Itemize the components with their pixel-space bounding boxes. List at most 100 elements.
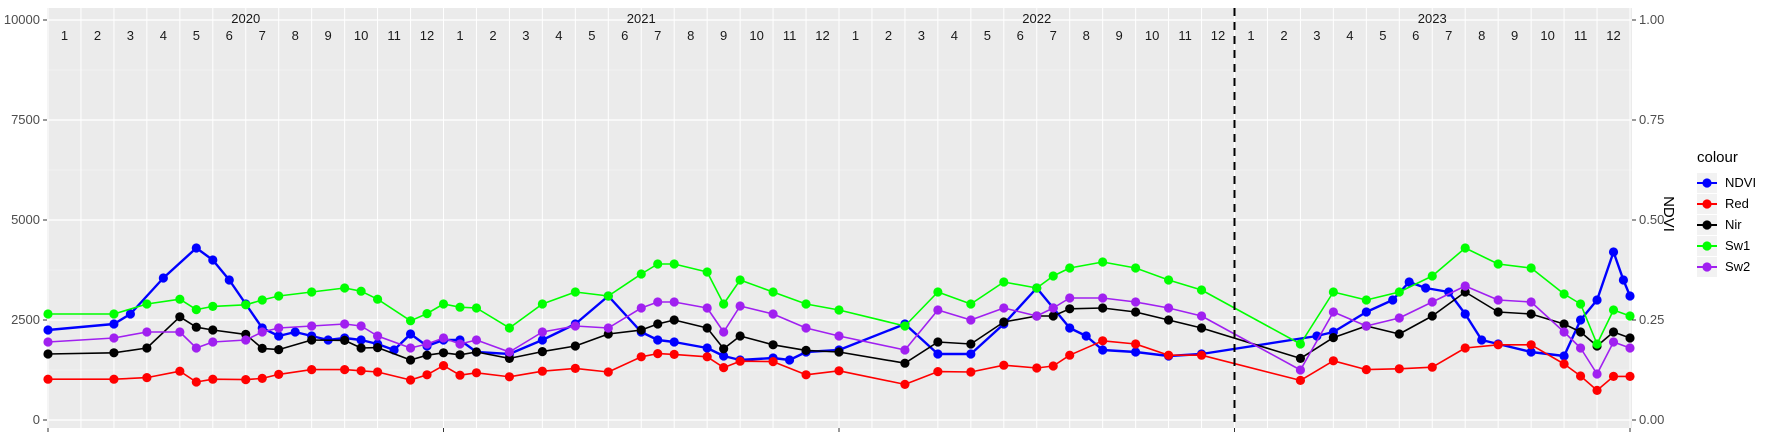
month-label: 12 [815,28,829,43]
y-right-tick-label: 0.00 [1639,412,1664,427]
sw1-point [1394,287,1404,297]
legend-label-ndvi: NDVI [1725,175,1756,190]
sw2-point [653,297,663,307]
nir-point [1608,327,1619,337]
red-point [653,349,663,359]
month-label: 11 [1574,28,1588,43]
red-point [191,377,201,387]
legend-label-sw1: Sw1 [1725,238,1750,253]
nir-point [455,350,465,360]
sw1-point [307,287,317,297]
red-point [834,366,844,376]
sw1-point [1460,243,1470,253]
sw1-point [1163,275,1174,285]
sw2-point [274,323,284,333]
nir-point [257,343,267,353]
month-label: 2 [885,28,892,43]
sw2-point [1295,365,1306,375]
ndvi-point [784,355,795,365]
sw2-point [1394,313,1404,323]
nir-point [735,331,745,341]
red-point [307,365,317,375]
red-point [1526,340,1536,350]
red-point [43,374,53,384]
nir-point [537,347,547,357]
month-label: 9 [325,28,332,43]
red-point [1608,371,1619,381]
sw1-point [1032,283,1042,293]
ndvi-point [158,273,168,283]
month-label: 4 [951,28,958,43]
axes: 0 2500 5000 7500 10000 0.00 0.25 0.50 0.75 1.00 [4,12,1664,432]
month-label: 2 [489,28,496,43]
sw1-point [1427,271,1437,281]
legend-key-sw1 [1702,241,1712,251]
series-sw2 [43,281,1635,379]
sw1-point [471,303,482,313]
ndvi-point [1477,335,1487,345]
ndvi-point [290,327,300,337]
sw1-point [405,316,416,326]
nir-point [1427,311,1437,321]
month-label: 10 [749,28,763,43]
sw2-point [834,331,844,341]
legend-key-nir [1702,220,1712,230]
nir-point [1625,333,1635,343]
sw1-point [1048,271,1058,281]
red-point [1098,336,1108,346]
month-label: 11 [1178,28,1192,43]
sw1-point [372,294,383,304]
red-point [719,363,729,373]
month-label: 4 [160,28,167,43]
nir-point [933,337,943,347]
legend-key-red [1702,199,1712,209]
month-label: 6 [621,28,628,43]
sw1-point [1196,285,1207,295]
month-label: 4 [1346,28,1353,43]
nir-point [142,343,152,353]
ndvi-point [1404,277,1414,287]
sw2-point [636,303,646,313]
sw2-point [142,327,152,337]
sw1-point [356,286,366,296]
y-right-tick-label: 0.50 [1639,212,1664,227]
sw1-point [603,291,613,301]
nir-point [208,325,218,335]
red-point [999,360,1009,370]
month-label: 8 [292,28,299,43]
sw1-point [537,299,547,309]
sw1-point [340,283,350,293]
ndvi-point [1618,275,1629,285]
sw1-point [257,295,267,305]
y-right-tick-label: 1.00 [1639,12,1664,27]
year-label: 2023 [1418,11,1447,26]
ndvi-point [1526,347,1536,357]
sw1-point [1575,299,1586,309]
sw2-point [1361,321,1371,331]
sw2-point [257,327,267,337]
sw2-point [603,323,613,333]
legend-key-ndvi [1702,178,1712,188]
nir-point [636,325,646,335]
month-label: 12 [1606,28,1620,43]
sw1-point [208,301,218,311]
month-label: 6 [1017,28,1024,43]
red-point [241,375,251,385]
sw1-point [438,299,449,309]
red-point [274,369,284,379]
nir-point [801,345,811,355]
sw2-point [537,327,547,337]
sw1-point [241,300,251,310]
month-label: 12 [1211,28,1225,43]
red-point [1460,343,1470,353]
sw2-point [1608,337,1619,347]
month-label: 8 [687,28,694,43]
nir-point [1163,315,1174,325]
sw1-point [1608,305,1619,315]
month-label: 1 [61,28,68,43]
nir-point [340,335,350,345]
sw2-point [1625,343,1635,353]
sw1-point [636,269,646,279]
sw2-point [966,315,976,325]
